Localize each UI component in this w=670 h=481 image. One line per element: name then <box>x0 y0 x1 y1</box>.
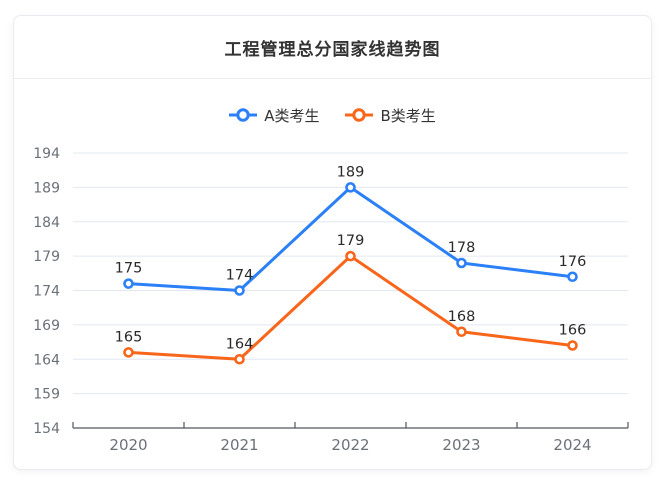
x-axis-label: 2021 <box>220 436 258 454</box>
y-axis-label: 159 <box>33 387 60 403</box>
data-point[interactable] <box>345 250 356 262</box>
x-axis-label: 2024 <box>553 436 591 454</box>
y-axis-label: 164 <box>33 352 60 368</box>
data-label: 179 <box>337 233 365 249</box>
y-axis-label: 194 <box>33 146 60 162</box>
data-label: 176 <box>559 254 587 270</box>
data-label: 164 <box>226 336 254 352</box>
legend-label: B类考生 <box>380 106 436 125</box>
line-chart: 154 159 164 169 174 179 184 189 194 2020 2021 2022 2… <box>33 146 629 454</box>
data-point[interactable] <box>567 340 578 351</box>
data-label: 165 <box>115 329 143 345</box>
data-label: 189 <box>337 164 365 180</box>
y-axis-label: 174 <box>33 284 60 300</box>
data-point[interactable] <box>123 278 134 289</box>
data-point[interactable] <box>456 326 467 338</box>
y-axis-label: 189 <box>33 180 60 196</box>
line-series-legend-marker-icon <box>345 108 374 122</box>
data-label: 174 <box>226 268 254 284</box>
x-axis-label: 2022 <box>331 436 369 454</box>
line-series-legend-marker-icon <box>229 108 258 122</box>
data-label: 166 <box>559 323 587 339</box>
data-point[interactable] <box>234 353 245 365</box>
x-axis-label: 2023 <box>442 436 480 454</box>
data-point[interactable] <box>123 347 134 358</box>
y-axis-label: 179 <box>33 249 60 265</box>
x-axis-label: 2020 <box>109 436 147 454</box>
legend-item-0[interactable]: A类考生 <box>229 105 319 126</box>
legend-label: A类考生 <box>264 106 320 125</box>
data-point[interactable] <box>456 257 467 269</box>
data-point[interactable] <box>234 285 245 296</box>
series-line-1 <box>127 254 574 361</box>
data-label: 178 <box>448 240 476 256</box>
legend: A类考生 B类考生 <box>14 105 651 125</box>
data-label: 168 <box>448 309 476 325</box>
y-axis-label: 184 <box>33 215 60 231</box>
legend-item-1[interactable]: B类考生 <box>345 105 436 126</box>
y-axis-label: 169 <box>33 318 60 334</box>
chart-card: 工程管理总分国家线趋势图 A类考生 B类考生 154 159 164 169 174 179… <box>13 15 652 470</box>
data-point[interactable] <box>345 182 356 193</box>
data-point[interactable] <box>567 271 578 283</box>
chart-body: A类考生 B类考生 154 159 164 169 174 179 184 189 194 2020… <box>14 105 651 459</box>
chart-title: 工程管理总分国家线趋势图 <box>224 39 441 60</box>
y-axis-label: 154 <box>33 421 60 437</box>
chart-header: 工程管理总分国家线趋势图 <box>14 16 651 79</box>
data-label: 175 <box>115 261 143 277</box>
